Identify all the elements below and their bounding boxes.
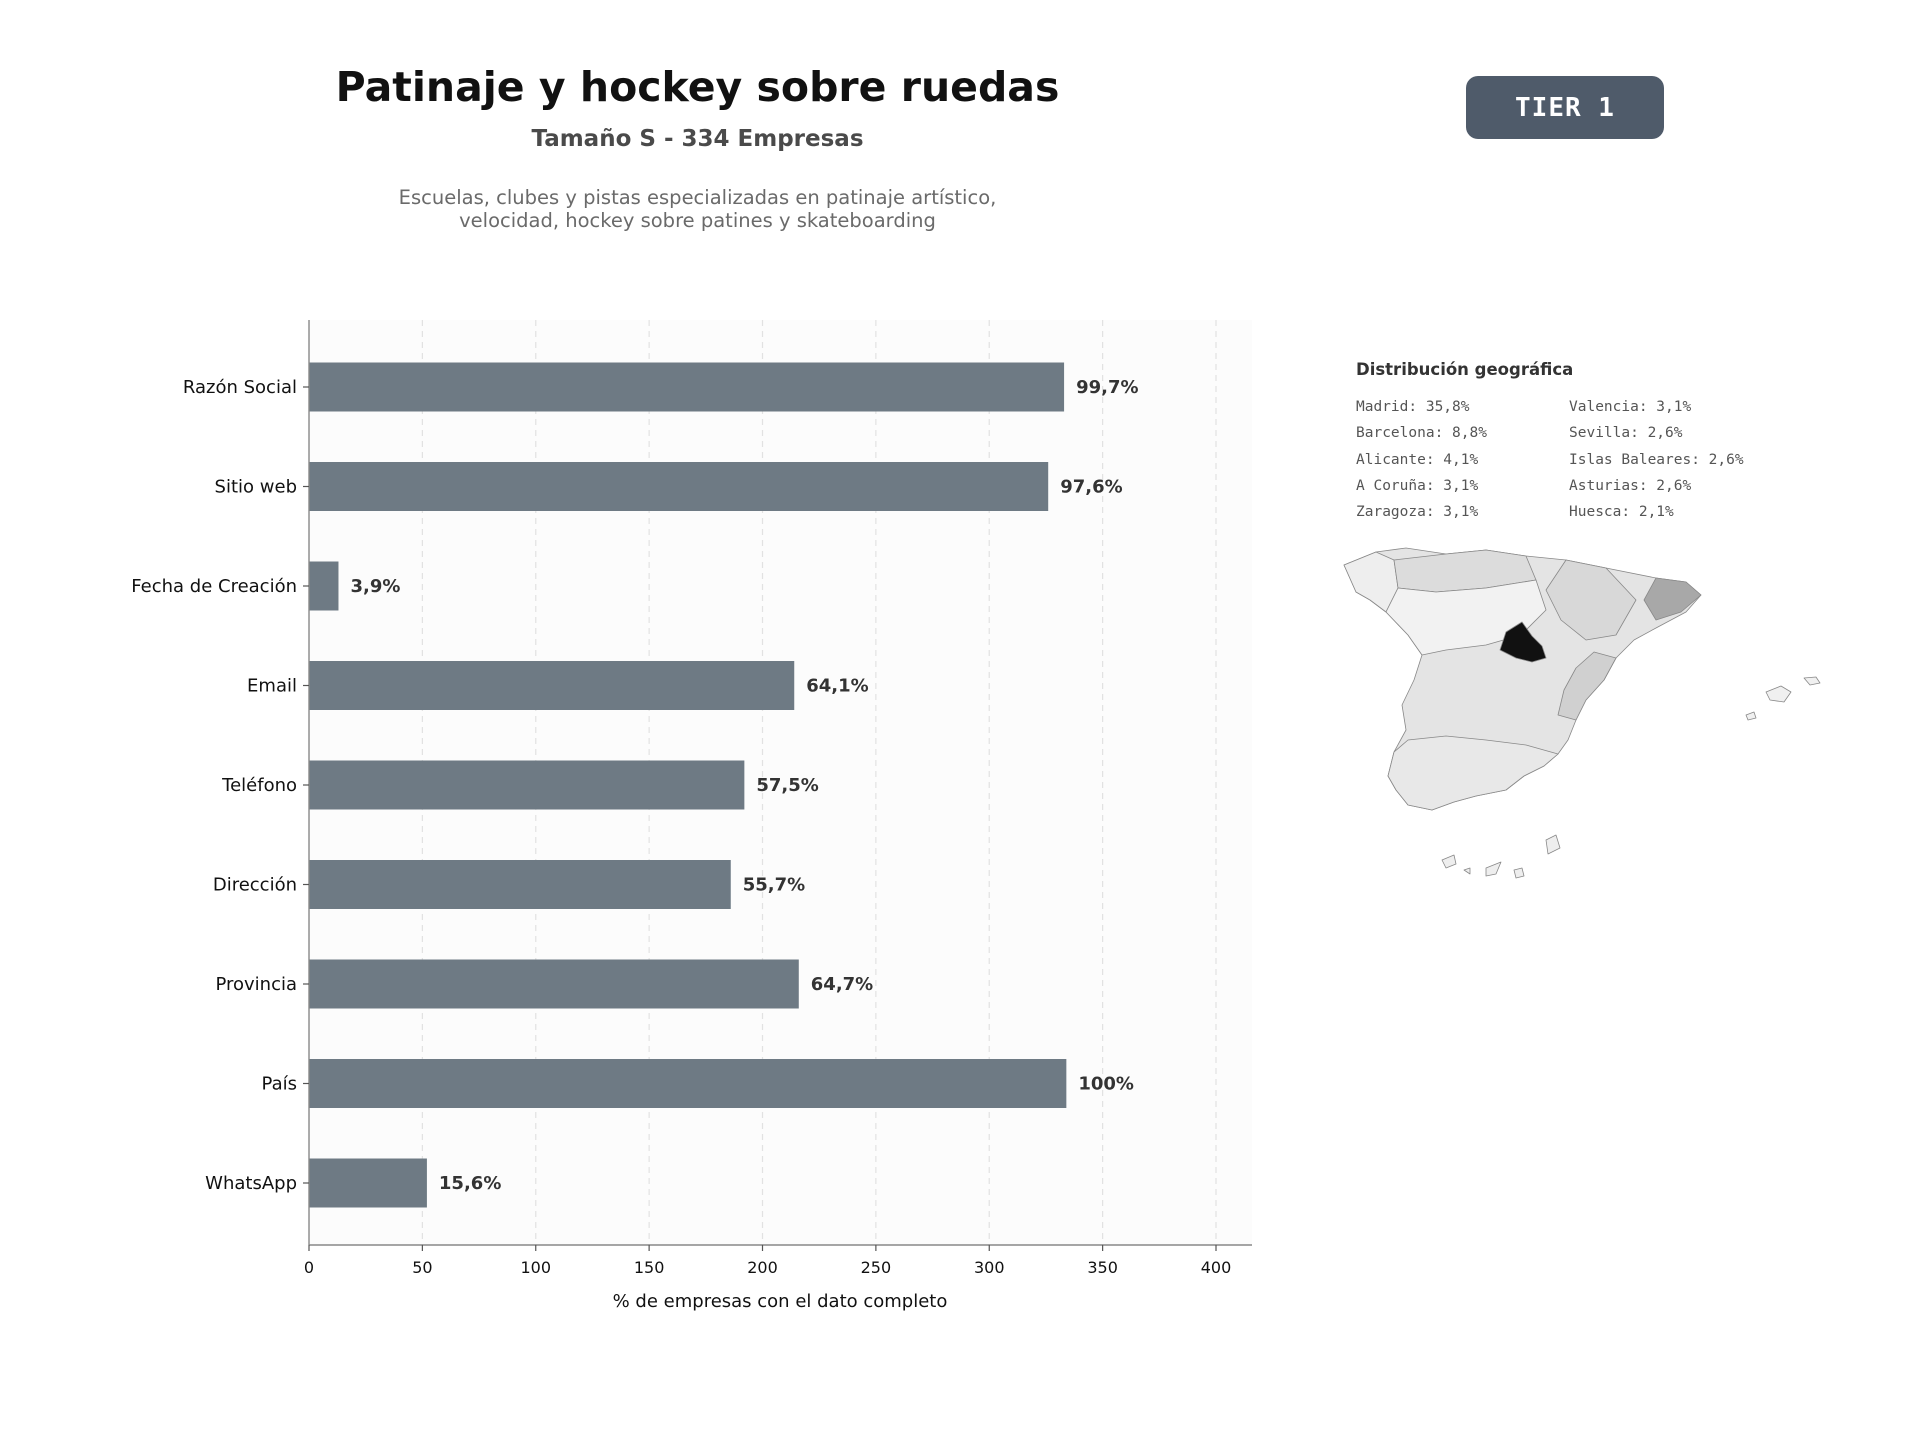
x-tick-labels: 0 50 100 150 200 250 300 350 400: [304, 1245, 1231, 1277]
geo-item: Barcelona: 8,8%: [1356, 425, 1487, 442]
x-tick-label: 0: [304, 1258, 314, 1277]
bar-chart: 99,7% 97,6% 3,9% 64,1% 57,5% 55,7% 64,7% 100% 15…: [131, 320, 1252, 1312]
geo-item: Asturias: 2,6%: [1569, 477, 1692, 494]
data-label: 55,7%: [743, 875, 805, 896]
category-label: Email: [247, 676, 297, 697]
map-madrid: [1499, 621, 1547, 663]
geo-title: Distribución geográfica: [1356, 360, 1574, 379]
map-canarias: [1441, 834, 1561, 879]
x-tick-label: 150: [634, 1258, 665, 1277]
x-tick-label: 200: [747, 1258, 778, 1277]
x-tick-label: 400: [1201, 1258, 1232, 1277]
bar: [309, 561, 339, 611]
bar: [309, 1158, 427, 1208]
map-galicia: [1343, 551, 1399, 613]
bar: [309, 959, 799, 1009]
x-tick-label: 250: [861, 1258, 892, 1277]
x-tick-label: 50: [412, 1258, 432, 1277]
category-label: País: [262, 1074, 297, 1095]
x-tick-label: 300: [974, 1258, 1005, 1277]
category-label: Provincia: [215, 974, 297, 995]
geo-item: Madrid: 35,8%: [1356, 399, 1470, 415]
category-label: Teléfono: [221, 775, 297, 796]
data-label: 100%: [1078, 1074, 1134, 1095]
geo-item: Zaragoza: 3,1%: [1356, 504, 1479, 521]
bar: [309, 760, 745, 810]
data-label: 64,1%: [806, 676, 868, 697]
data-label: 15,6%: [439, 1173, 501, 1194]
data-label: 97,6%: [1060, 477, 1122, 498]
geo-item: Valencia: 3,1%: [1569, 399, 1692, 415]
geo-item: Sevilla: 2,6%: [1569, 425, 1683, 442]
x-tick-label: 350: [1087, 1258, 1118, 1277]
spain-map: [1343, 547, 1821, 879]
map-andalucia: [1387, 735, 1559, 811]
category-label: Fecha de Creación: [131, 576, 297, 597]
chart-description: Escuelas, clubes y pistas especializadas…: [398, 186, 997, 232]
category-labels: Razón Social Sitio web Fecha de Creación Em…: [131, 377, 309, 1194]
x-axis-label: % de empresas con el dato completo: [613, 1291, 948, 1312]
bar: [309, 1059, 1067, 1108]
category-label: WhatsApp: [205, 1173, 297, 1194]
bars-layer: 99,7% 97,6% 3,9% 64,1% 57,5% 55,7% 64,7% 100% 15…: [309, 362, 1139, 1208]
x-tick-label: 100: [520, 1258, 551, 1277]
geo-item: Alicante: 4,1%: [1356, 451, 1479, 468]
data-label: 3,9%: [350, 576, 400, 597]
geo-item: A Coruña: 3,1%: [1356, 477, 1479, 494]
data-label: 57,5%: [756, 775, 818, 796]
geo-list: Madrid: 35,8% Valencia: 3,1% Barcelona: …: [1356, 398, 1796, 521]
category-label: Sitio web: [215, 477, 297, 498]
bar: [309, 362, 1065, 412]
data-label: 64,7%: [811, 974, 873, 995]
bar: [309, 462, 1049, 511]
tier-badge: TIER 1: [1466, 76, 1664, 139]
map-barcelona: [1643, 577, 1702, 621]
map-baleares: [1745, 676, 1821, 721]
category-label: Razón Social: [183, 377, 297, 398]
chart-subtitle: Tamaño S - 334 Empresas: [531, 126, 864, 152]
geo-item: Islas Baleares: 2,6%: [1569, 451, 1744, 468]
map-aragon: [1545, 559, 1637, 641]
data-label: 99,7%: [1076, 377, 1138, 398]
bar: [309, 860, 731, 909]
geo-item: Huesca: 2,1%: [1569, 504, 1674, 521]
map-valencia: [1557, 651, 1617, 721]
bar: [309, 661, 795, 710]
category-label: Dirección: [213, 875, 297, 896]
chart-title: Patinaje y hockey sobre ruedas: [335, 63, 1060, 111]
